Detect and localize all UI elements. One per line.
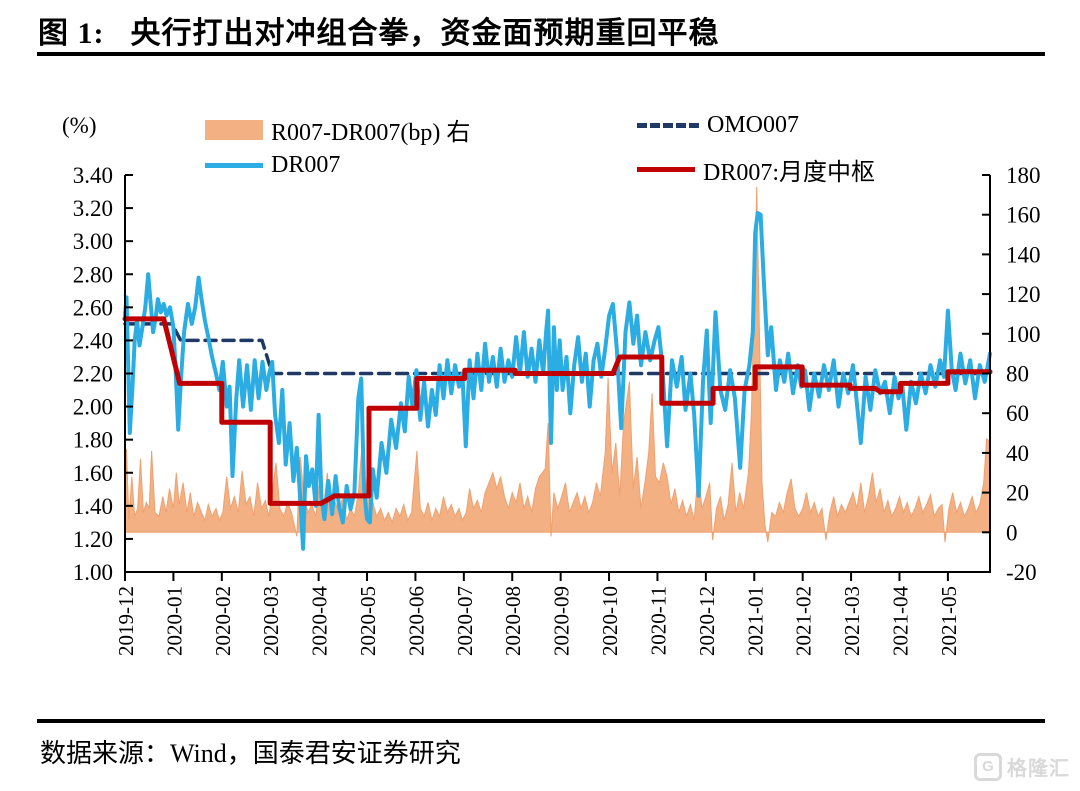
left-axis-tick-label: 1.80 xyxy=(73,428,113,453)
series-r007-dr007-spread-area xyxy=(124,186,991,543)
right-axis-tick-label: 40 xyxy=(1006,441,1029,466)
x-axis-tick-label: 2020-07 xyxy=(453,586,477,656)
x-axis-tick-label: 2021-03 xyxy=(840,586,864,656)
left-axis-tick-label: 3.20 xyxy=(73,196,113,221)
x-axis-tick-label: 2020-11 xyxy=(646,586,670,655)
right-axis-tick-label: 100 xyxy=(1006,322,1041,347)
omo007-dashed-line-swatch-icon xyxy=(637,123,699,128)
gelonghui-logo-icon: G xyxy=(974,752,1002,781)
right-axis-tick-label: 180 xyxy=(1006,163,1041,188)
x-axis-tick-label: 2020-03 xyxy=(259,586,283,656)
left-axis-tick-label: 2.00 xyxy=(73,395,113,420)
right-axis-tick-label: 80 xyxy=(1006,362,1029,387)
legend-item-dr007: DR007 xyxy=(205,152,340,179)
left-axis-tick-label: 1.40 xyxy=(73,494,113,519)
left-axis-tick-label: 1.20 xyxy=(73,527,113,552)
left-axis-tick-label: 1.60 xyxy=(73,461,113,486)
x-axis-tick-label: 2021-01 xyxy=(743,586,767,656)
legend-label-spread: R007-DR007(bp) 右 xyxy=(271,120,471,146)
left-axis-unit-label: (%) xyxy=(62,113,97,138)
figure-title: 图 1: 央行打出对冲组合拳，资金面预期重回平稳 xyxy=(38,8,720,52)
right-axis-tick-label: 140 xyxy=(1006,242,1041,267)
right-axis-tick-label: 20 xyxy=(1006,481,1029,506)
x-axis-tick-label: 2020-02 xyxy=(211,586,235,656)
right-axis-tick-label: 160 xyxy=(1006,203,1041,228)
left-axis-tick-label: 3.40 xyxy=(73,163,113,188)
right-axis-tick-label: 120 xyxy=(1006,282,1041,307)
left-axis-tick-label: 2.40 xyxy=(73,328,113,353)
legend-label-dr007-monthly: DR007:月度中枢 xyxy=(703,160,876,186)
x-axis-tick-label: 2020-09 xyxy=(550,586,574,656)
right-axis-tick-label: -20 xyxy=(1006,560,1037,585)
legend-label-dr007: DR007 xyxy=(271,152,341,178)
right-axis-tick-label: 60 xyxy=(1006,401,1029,426)
x-axis-tick-label: 2020-01 xyxy=(162,586,186,656)
dr007-monthly-line-swatch-icon xyxy=(637,167,695,172)
x-axis-tick-label: 2020-05 xyxy=(356,586,380,656)
left-axis-tick-label: 3.00 xyxy=(73,229,113,254)
left-axis-tick-label: 2.20 xyxy=(73,362,113,387)
figure-title-text: 央行打出对冲组合拳，资金面预期重回平稳 xyxy=(130,17,720,50)
gelonghui-watermark: G 格隆汇 xyxy=(974,752,1070,781)
legend-item-omo007: OMO007 xyxy=(637,112,799,139)
x-axis-tick-label: 2020-10 xyxy=(598,586,622,656)
series-dr007--line xyxy=(122,316,993,506)
x-axis-tick-label: 2020-04 xyxy=(308,586,332,656)
title-divider xyxy=(37,52,1045,56)
legend-item-dr007-monthly: DR007:月度中枢 xyxy=(637,152,875,187)
left-axis-tick-label: 2.60 xyxy=(73,295,113,320)
footer-divider xyxy=(37,719,1045,723)
legend-item-spread: R007-DR007(bp) 右 xyxy=(205,112,470,147)
dr007-line-swatch-icon xyxy=(205,163,263,168)
x-axis-tick-label: 2021-04 xyxy=(888,586,912,656)
x-axis-tick-label: 2021-02 xyxy=(792,586,816,656)
x-axis-tick-label: 2021-05 xyxy=(937,586,961,656)
left-axis-tick-label: 1.00 xyxy=(73,560,113,585)
x-axis-tick-label: 2019-12 xyxy=(114,586,138,656)
legend-label-omo007: OMO007 xyxy=(707,112,800,138)
gelonghui-logo-text: 格隆汇 xyxy=(1007,758,1070,780)
series-dr007-line xyxy=(123,211,992,551)
figure-number: 图 1: xyxy=(38,17,105,50)
spread-area-swatch-icon xyxy=(205,119,263,140)
x-axis-tick-label: 2020-06 xyxy=(404,586,428,656)
x-axis-tick-label: 2020-12 xyxy=(695,586,719,656)
data-source-note: 数据来源：Wind，国泰君安证券研究 xyxy=(40,739,461,768)
left-axis-tick-label: 2.80 xyxy=(73,262,113,287)
x-axis-tick-label: 2020-08 xyxy=(501,586,525,656)
right-axis-tick-label: 0 xyxy=(1006,520,1018,545)
